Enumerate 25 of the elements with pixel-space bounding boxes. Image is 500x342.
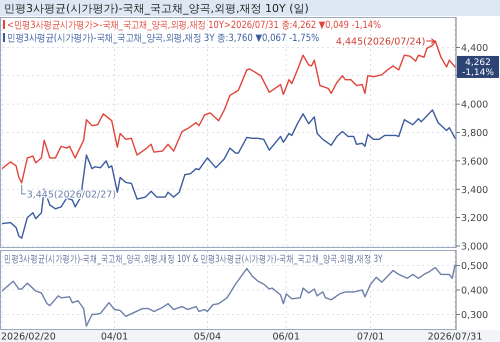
y-tick-label: 0,300 [461,310,488,321]
y-tick-label: 3,800 [461,128,488,139]
y-tick-label: 3,400 [461,184,488,196]
x-tick-label: 2026/02/20 [1,332,56,342]
x-tick-label: 06/01 [272,332,300,342]
y-tick-label: 3,200 [461,213,488,224]
x-tick-label: 05/04 [194,332,222,342]
chart-title: 민평3사평균(시가평가)-국채_국고채_양곡,외평,재정 10Y & 민평3사평균(시가평가)-국채_국고채_양곡,외평,재정 3Y [4,254,383,266]
line-series [2,109,456,239]
legend-label: <민평3사평균시가평가>-국채_국고채_양곡,외평,재정 10Y>2026/07/31 종:4,262 ▼0,049 -1,14% [7,19,382,32]
chart-title: 민평3사평균(시가평가)-국채_국고채_양곡,외평,재정 10Y (일) [4,2,309,15]
annotation: 4,445(2026/07/24) [336,36,426,48]
annotation: 4,262 -1,14% [462,58,494,78]
y-tick-label: 0,400 [461,286,488,296]
x-tick-label: 07/01 [356,332,384,342]
y-tick-label: 3,000 [461,242,488,252]
window-title-bar: 민평3사평균(시가평가)-국채_국고채_양곡,외평,재정 10Y (일) [0,0,500,16]
y-tick-label: 4,000 [461,100,488,111]
y-tick-label: 0,500 [461,261,488,272]
x-tick-label: 04/01 [100,332,128,342]
y-tick-label: 3,600 [461,156,488,168]
y-tick-label: 4,400 [461,42,488,54]
legend-label: 민평3사평균(시가평가)-국채_국고채_양곡,외평,재정 3Y 종:3,760 ▼0,067 -1,75% [7,32,320,44]
x-tick-label: 2026/07/31 [428,332,482,342]
line-series [2,264,456,327]
